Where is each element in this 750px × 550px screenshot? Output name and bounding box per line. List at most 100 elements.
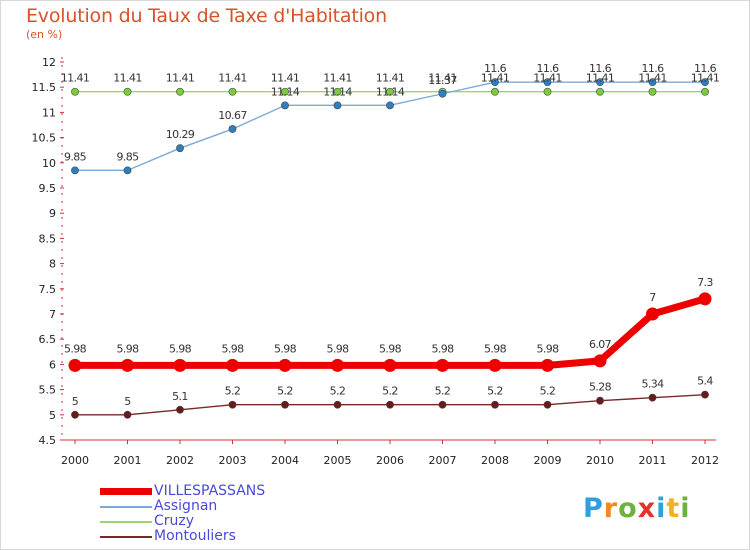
y-tick-label: 11: [42, 106, 56, 119]
point-assignan: [438, 89, 447, 98]
data-label-assignan: 9.85: [64, 150, 87, 163]
point-assignan: [491, 78, 499, 87]
point-montouliers: [281, 400, 289, 409]
point-assignan: [176, 144, 184, 153]
data-label-assignan: 11.14: [323, 85, 352, 98]
y-tick-label: 6.5: [39, 333, 57, 346]
y-tick-label: 7.5: [39, 283, 57, 296]
point-cruzy: [176, 87, 184, 96]
data-label-montouliers: 5.1: [172, 390, 188, 403]
data-label-assignan: 11.14: [271, 85, 300, 98]
data-label-villespassans: 5.98: [536, 342, 559, 355]
y-tick-label: 8: [49, 258, 56, 271]
point-cruzy: [596, 87, 604, 96]
point-assignan: [281, 101, 289, 110]
legend-label: Assignan: [154, 498, 218, 514]
data-label-cruzy: 11.41: [61, 72, 90, 85]
y-tick-label: 11.5: [32, 81, 57, 94]
data-label-cruzy: 11.41: [533, 72, 562, 85]
series-line-villespassans: [75, 295, 706, 369]
legend-swatch: [100, 488, 152, 495]
legend-swatch: [100, 506, 152, 508]
x-tick-label: 2002: [166, 454, 194, 467]
data-label-assignan: 11.6: [589, 62, 612, 75]
point-cruzy: [228, 87, 237, 96]
y-tick-label: 10.5: [32, 132, 57, 145]
chart-subtitle: (en %): [26, 28, 63, 41]
y-tick-label: 9.5: [39, 182, 57, 195]
data-label-montouliers: 5.2: [225, 385, 241, 398]
point-cruzy: [123, 87, 132, 96]
axes: 4.5 5 5.5 6 6.5 7 7.5 8 8.5 9 9.5 10 10.5 11 11.5 12 200…: [32, 56, 720, 467]
point-cruzy: [333, 87, 342, 96]
point-villespassans: [173, 358, 187, 372]
data-label-villespassans: 6.07: [589, 338, 612, 351]
point-montouliers: [71, 410, 79, 419]
data-label-villespassans: 5.98: [431, 342, 454, 355]
data-label-montouliers: 5.2: [330, 385, 346, 398]
series-layer: [68, 78, 712, 419]
point-montouliers: [648, 393, 657, 402]
data-label-montouliers: 5.2: [487, 385, 503, 398]
x-tick-label: 2012: [691, 454, 719, 467]
chart-title: Evolution du Taux de Taxe d'Habitation: [26, 5, 387, 27]
data-label-cruzy: 11.41: [586, 72, 615, 85]
data-label-villespassans: 5.98: [326, 342, 349, 355]
point-villespassans: [121, 358, 134, 372]
point-cruzy: [648, 87, 657, 96]
point-villespassans: [698, 292, 712, 306]
x-tick-label: 2008: [481, 454, 509, 467]
data-label-assignan: 10.67: [218, 109, 247, 122]
x-tick-label: 2010: [586, 454, 614, 467]
point-montouliers: [543, 400, 552, 409]
data-label-montouliers: 5.4: [697, 375, 713, 388]
data-label-villespassans: 5.98: [221, 342, 244, 355]
point-montouliers: [701, 390, 709, 399]
x-tick-label: 2003: [219, 454, 247, 467]
data-label-villespassans: 5.98: [484, 342, 507, 355]
point-assignan: [71, 166, 79, 175]
data-label-villespassans: 5.98: [64, 342, 87, 355]
data-label-montouliers: 5.2: [540, 385, 556, 398]
x-tick-label: 2011: [639, 454, 667, 467]
data-label-montouliers: 5: [124, 395, 131, 408]
y-tick-label: 12: [42, 56, 56, 69]
data-label-montouliers: 5.2: [435, 385, 451, 398]
point-assignan: [123, 166, 132, 175]
y-tick-label: 4.5: [39, 434, 57, 447]
y-tick-label: 7: [49, 308, 56, 321]
point-cruzy: [386, 87, 394, 96]
point-montouliers: [228, 400, 237, 409]
point-villespassans: [646, 307, 659, 321]
data-label-villespassans: 7: [649, 291, 656, 304]
data-label-assignan: 11.6: [694, 62, 717, 75]
point-cruzy: [543, 87, 552, 96]
point-cruzy: [71, 87, 79, 96]
legend-label: Cruzy: [154, 513, 195, 529]
data-label-assignan: 9.85: [116, 150, 139, 163]
point-montouliers: [386, 400, 394, 409]
data-label-montouliers: 5.2: [382, 385, 398, 398]
point-villespassans: [541, 358, 554, 372]
data-label-cruzy: 11.41: [323, 72, 352, 85]
data-label-assignan: 11.14: [376, 85, 405, 98]
point-montouliers: [491, 400, 499, 409]
data-label-cruzy: 11.41: [113, 72, 142, 85]
point-assignan: [386, 101, 394, 110]
x-tick-label: 2007: [429, 454, 457, 467]
point-villespassans: [68, 358, 82, 372]
data-label-cruzy: 11.41: [218, 72, 247, 85]
point-montouliers: [438, 400, 447, 409]
data-label-assignan: 11.6: [484, 62, 507, 75]
point-assignan: [701, 78, 709, 87]
data-label-montouliers: 5.2: [277, 385, 293, 398]
data-label-villespassans: 5.98: [379, 342, 402, 355]
point-villespassans: [278, 358, 292, 372]
x-tick-label: 2000: [61, 454, 89, 467]
data-label-villespassans: 7.3: [697, 276, 713, 289]
point-cruzy: [701, 87, 709, 96]
data-label-villespassans: 5.98: [169, 342, 192, 355]
y-tick-label: 5.5: [39, 384, 57, 397]
x-tick-label: 2005: [324, 454, 352, 467]
y-tick-label: 5: [49, 409, 56, 422]
